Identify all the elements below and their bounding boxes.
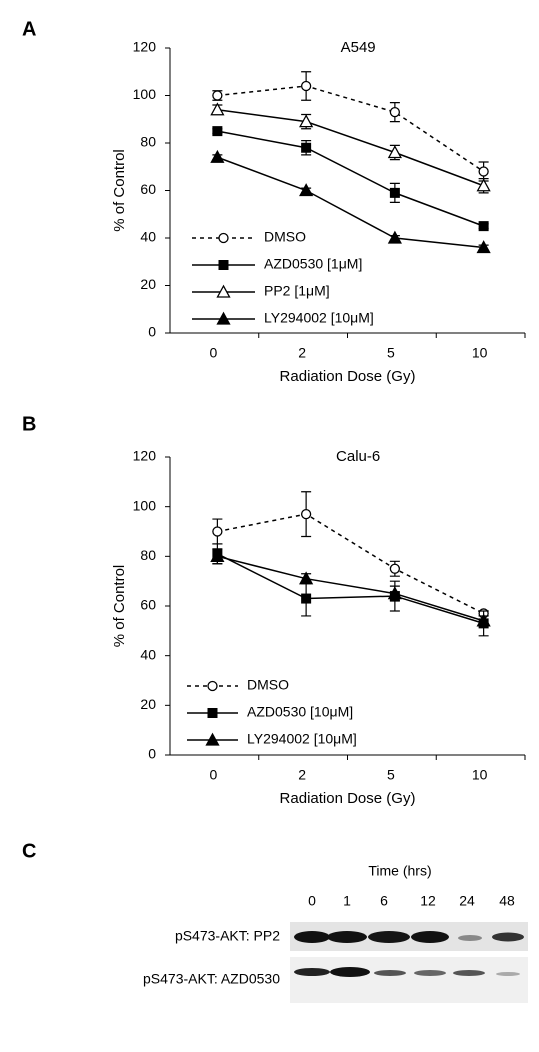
marker [299, 114, 314, 128]
marker [210, 548, 225, 562]
x-tick-label: 2 [298, 767, 306, 783]
legend-label: AZD0530 [10μM] [247, 704, 353, 720]
chart-title: Calu-6 [336, 448, 380, 465]
legend-label: DMSO [264, 229, 306, 245]
marker [389, 187, 400, 198]
series-line [217, 513, 484, 615]
blot-image [290, 922, 528, 1003]
marker [299, 183, 314, 197]
marker [300, 80, 312, 92]
x-axis-label: Radiation Dose (Gy) [280, 790, 416, 807]
x-tick-label: 2 [298, 345, 306, 361]
y-tick-label: 0 [148, 324, 156, 340]
y-tick-label: 20 [140, 276, 156, 292]
legend-label: PP2 [1μM] [264, 283, 330, 299]
marker [387, 230, 402, 244]
marker [216, 284, 231, 298]
marker [301, 142, 312, 153]
lane-label: 24 [459, 893, 475, 909]
chart-title: A549 [341, 39, 376, 56]
y-tick-label: 60 [140, 181, 156, 197]
panel-label: C [22, 840, 36, 862]
marker [218, 232, 229, 244]
y-tick-label: 40 [140, 646, 156, 662]
marker [476, 240, 491, 254]
marker [216, 311, 231, 325]
legend-label: LY294002 [10μM] [247, 731, 357, 747]
marker [476, 178, 491, 192]
marker [218, 260, 229, 270]
blot-row-label: pS473-AKT: PP2 [175, 928, 280, 944]
marker [212, 526, 223, 537]
x-tick-label: 0 [209, 345, 217, 361]
x-axis-label: Radiation Dose (Gy) [280, 368, 416, 385]
x-tick-label: 0 [209, 767, 217, 783]
y-tick-label: 0 [148, 746, 156, 762]
panel-label: A [22, 18, 36, 40]
marker [476, 613, 491, 627]
y-tick-label: 100 [133, 86, 157, 102]
y-tick-label: 120 [133, 39, 157, 55]
marker [300, 508, 312, 520]
y-tick-label: 120 [133, 448, 157, 464]
series-line [217, 555, 484, 622]
marker [387, 145, 402, 159]
lane-label: 0 [308, 893, 316, 909]
lane-label: 1 [343, 893, 351, 909]
marker [212, 126, 223, 137]
legend-label: LY294002 [10μM] [264, 310, 374, 326]
marker [210, 149, 225, 163]
x-tick-label: 10 [472, 767, 488, 783]
y-tick-label: 60 [140, 597, 156, 613]
y-axis-label: % of Control [111, 565, 128, 648]
marker [389, 563, 401, 574]
series-line [217, 156, 484, 249]
marker [205, 732, 220, 746]
legend-label: DMSO [247, 677, 289, 693]
marker [478, 221, 489, 232]
lane-label: 48 [499, 893, 515, 909]
marker [210, 102, 225, 116]
blot-title: Time (hrs) [368, 863, 431, 879]
y-tick-label: 80 [140, 547, 156, 563]
lane-label: 12 [420, 893, 436, 909]
marker [212, 90, 223, 101]
marker [299, 571, 314, 585]
series-line [217, 109, 484, 187]
x-tick-label: 5 [387, 767, 395, 783]
legend-label: AZD0530 [1μM] [264, 256, 362, 272]
y-tick-label: 20 [140, 696, 156, 712]
marker [387, 586, 402, 600]
y-tick-label: 80 [140, 134, 156, 150]
blot-row-label: pS473-AKT: AZD0530 [143, 971, 280, 987]
x-tick-label: 10 [472, 345, 488, 361]
marker [478, 166, 489, 177]
y-tick-label: 100 [133, 497, 157, 513]
x-tick-label: 5 [387, 345, 395, 361]
series-line [217, 553, 484, 625]
marker [389, 106, 401, 118]
marker [207, 680, 218, 692]
series-line [217, 85, 485, 173]
panel-label: B [22, 413, 36, 435]
marker [207, 708, 218, 718]
y-tick-label: 40 [140, 229, 156, 245]
lane-label: 6 [380, 893, 388, 909]
y-axis-label: % of Control [111, 149, 128, 232]
series-line [217, 130, 484, 227]
marker [301, 593, 312, 604]
